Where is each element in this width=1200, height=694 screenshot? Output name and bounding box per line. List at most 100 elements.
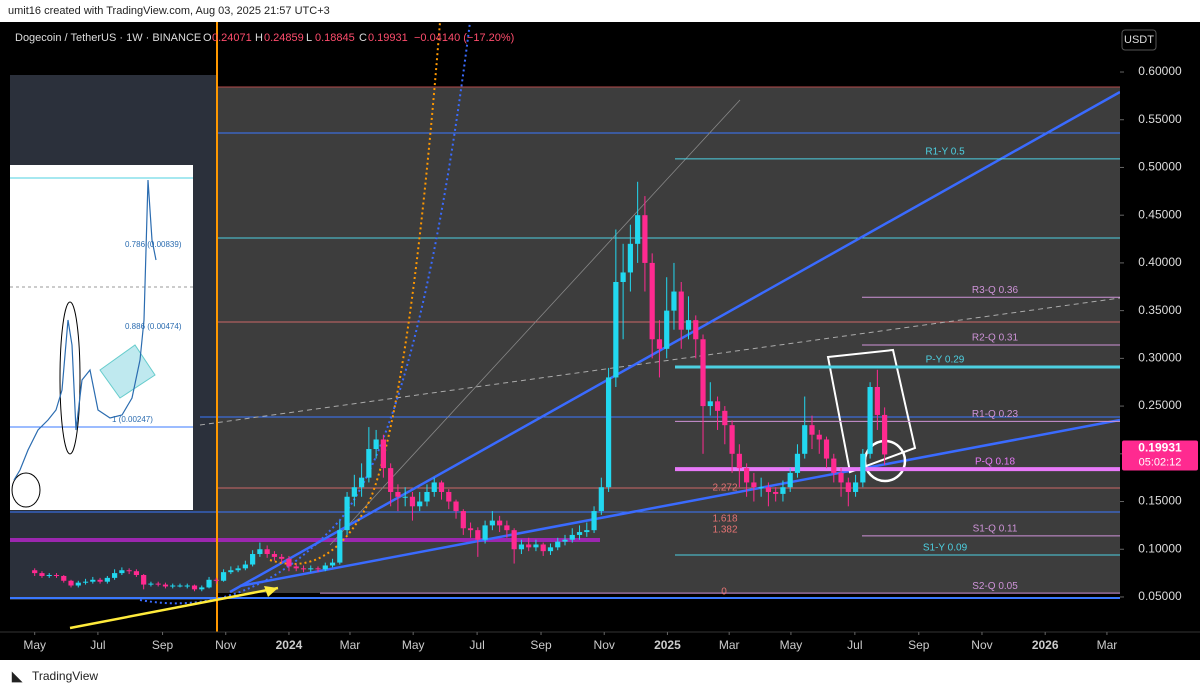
candle-body (714, 401, 721, 411)
candle-body (97, 579, 103, 582)
x-tick-label: Mar (719, 638, 740, 652)
x-tick-label: Sep (530, 638, 552, 652)
candle-body (286, 558, 292, 567)
pivot-label: S2-Q 0.05 (972, 581, 1018, 592)
candle-body (250, 554, 256, 565)
candle-body (845, 482, 851, 492)
candle-body (453, 501, 459, 512)
candle-body (351, 487, 357, 497)
candle-body (729, 425, 735, 454)
candle-body (119, 570, 125, 574)
arrow (69, 586, 279, 630)
candle-body (802, 425, 808, 454)
candle-body (431, 482, 437, 492)
candle-body (184, 585, 190, 587)
candle-body (765, 487, 772, 492)
candle-body (867, 386, 873, 454)
inset-label: 0.786 (0.00839) (125, 240, 182, 249)
candle-body (526, 544, 532, 548)
candle-body (308, 568, 314, 570)
candle-body (366, 449, 372, 478)
candle-body (591, 511, 597, 531)
fib-label: 1.618 (712, 514, 737, 525)
candle-body (162, 584, 169, 587)
candle-body (758, 487, 764, 489)
candle-body (620, 272, 626, 282)
currency-button[interactable] (1121, 29, 1157, 51)
fib-label: 1.382 (712, 525, 737, 536)
candle-body (533, 544, 539, 548)
candle-body (664, 310, 670, 349)
ohlc-key: L (306, 32, 312, 44)
candle-body (584, 530, 590, 533)
ohlc-key: C (359, 32, 367, 44)
candle-body (329, 562, 336, 566)
horizontal-lines (10, 132, 1120, 599)
candle-body (874, 386, 880, 415)
candle-body (126, 570, 132, 572)
y-tick-label: 0.40000 (1138, 255, 1182, 269)
candle-body (39, 573, 45, 576)
candle-body (112, 573, 118, 578)
candle-body (685, 320, 692, 330)
candle-body (191, 585, 198, 590)
x-tick-label: Jul (469, 638, 484, 652)
credit: umit16 created with TradingView.com, Aug… (8, 5, 330, 17)
candle-body (751, 482, 757, 488)
countdown: 05:02:12 (1139, 456, 1182, 468)
candle-body (816, 434, 822, 440)
ohlc-key: H (255, 32, 263, 44)
change: −0.04140 (−17.20%) (414, 32, 514, 44)
candle-body (605, 377, 612, 488)
highlight-box (826, 348, 917, 474)
candle-body (141, 575, 147, 585)
candle-body (155, 583, 161, 585)
pivot-label: S1-Y 0.09 (923, 543, 968, 554)
candle-body (700, 339, 706, 407)
y-tick-label: 0.50000 (1138, 160, 1182, 174)
x-tick-label: Nov (594, 638, 615, 652)
y-tick-label: 0.25000 (1138, 398, 1182, 412)
candle-body (315, 568, 321, 570)
candle-body (823, 439, 830, 459)
candle-body (547, 547, 554, 552)
x-tick-label: Nov (215, 638, 236, 652)
candle-body (402, 496, 408, 498)
pivot-label: S1-Q 0.11 (973, 524, 1018, 535)
x-tick-label: Sep (152, 638, 174, 652)
symbol-title: Dogecoin / TetherUS · 1W · BINANCE (15, 32, 201, 44)
candle-body (569, 534, 575, 540)
candle-body (678, 291, 684, 330)
candle-body (831, 458, 837, 473)
candle-body (242, 564, 248, 569)
candle-body (562, 539, 568, 542)
candle-body (656, 339, 663, 349)
x-tick-label: Sep (908, 638, 930, 652)
candle-body (613, 281, 619, 378)
pivot-label: P-Y 0.29 (926, 355, 965, 366)
x-tick-label: Mar (1097, 638, 1118, 652)
trend-dashed (199, 297, 1121, 426)
candle-body (467, 528, 474, 531)
candle-body (649, 262, 655, 340)
candle-body (213, 579, 219, 581)
ohlc-key: O (203, 32, 212, 44)
candle-body (707, 401, 713, 407)
x-tick-label: May (780, 638, 803, 652)
x-tick-label: May (23, 638, 46, 652)
currency: USDT (1124, 34, 1154, 46)
y-tick-label: 0.35000 (1138, 303, 1182, 317)
candle-body (736, 453, 742, 469)
ohlc-value: 0.18845 (315, 32, 355, 44)
fib-label: 0 (721, 587, 727, 598)
candle-body (199, 587, 205, 590)
candle-body (380, 439, 386, 469)
candle-body (68, 580, 74, 586)
candle-body (409, 496, 416, 507)
arrow-head (264, 586, 278, 597)
footer-bar (0, 660, 1200, 694)
x-tick-label: 2025 (654, 638, 681, 652)
candle-body (438, 482, 445, 492)
x-tick-label: Mar (340, 638, 361, 652)
candle-body (576, 532, 583, 535)
